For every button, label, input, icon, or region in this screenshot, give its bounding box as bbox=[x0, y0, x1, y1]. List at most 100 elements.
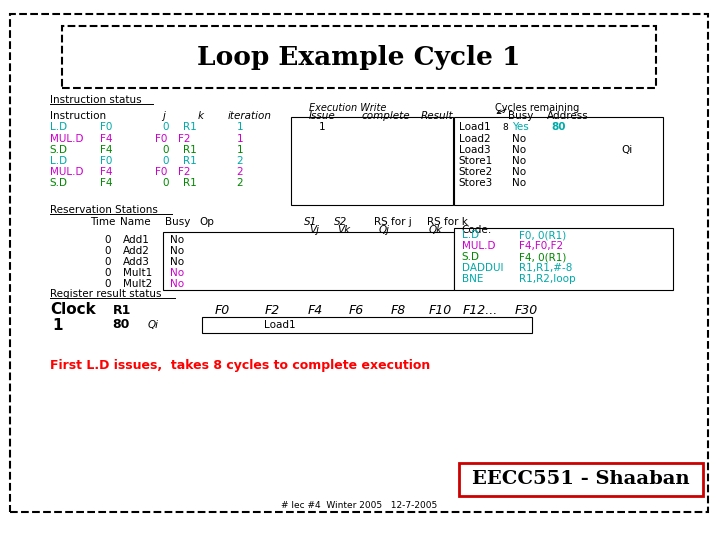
Text: No: No bbox=[170, 268, 184, 278]
Text: 2: 2 bbox=[236, 178, 243, 188]
Bar bbox=[62, 26, 657, 88]
Text: EECC551 - Shaaban: EECC551 - Shaaban bbox=[472, 470, 689, 488]
Text: iteration: iteration bbox=[228, 111, 271, 121]
Text: 0: 0 bbox=[104, 268, 111, 278]
Text: R1: R1 bbox=[113, 303, 131, 316]
Text: No: No bbox=[512, 156, 526, 166]
Text: Busy: Busy bbox=[508, 111, 533, 121]
Text: Qk: Qk bbox=[429, 225, 443, 235]
Text: F30: F30 bbox=[515, 303, 538, 316]
Text: 0: 0 bbox=[104, 279, 111, 289]
Text: S.D: S.D bbox=[462, 252, 480, 262]
Text: 0: 0 bbox=[163, 156, 169, 166]
Text: complete: complete bbox=[361, 111, 410, 121]
Text: No: No bbox=[170, 235, 184, 245]
Text: MUL.D: MUL.D bbox=[50, 167, 84, 177]
Text: Qi: Qi bbox=[148, 320, 158, 330]
Text: No: No bbox=[170, 257, 184, 267]
Text: Load1: Load1 bbox=[459, 122, 490, 132]
Text: Store1: Store1 bbox=[459, 156, 493, 166]
Text: Mult1: Mult1 bbox=[122, 268, 152, 278]
Text: F0: F0 bbox=[215, 303, 230, 316]
Text: Store3: Store3 bbox=[459, 178, 493, 188]
Bar bbox=[202, 317, 531, 333]
Text: Reservation Stations: Reservation Stations bbox=[50, 205, 158, 215]
Text: F4: F4 bbox=[307, 303, 323, 316]
Text: RS for j: RS for j bbox=[374, 217, 412, 227]
Text: Busy: Busy bbox=[165, 217, 190, 227]
Text: # lec #4  Winter 2005   12-7-2005: # lec #4 Winter 2005 12-7-2005 bbox=[281, 502, 437, 510]
Text: 0: 0 bbox=[104, 235, 111, 245]
Text: Name: Name bbox=[120, 217, 150, 227]
Text: F0: F0 bbox=[155, 134, 167, 144]
Text: 0: 0 bbox=[163, 122, 169, 132]
Text: Loop Example Cycle 1: Loop Example Cycle 1 bbox=[197, 44, 521, 70]
Text: L.D: L.D bbox=[50, 122, 67, 132]
Text: Add1: Add1 bbox=[122, 235, 150, 245]
Text: F4: F4 bbox=[100, 178, 112, 188]
Text: Time: Time bbox=[90, 217, 115, 227]
Text: Execution Write: Execution Write bbox=[309, 103, 387, 113]
Text: 2: 2 bbox=[236, 167, 243, 177]
Text: Yes: Yes bbox=[512, 122, 528, 132]
Text: RS for k: RS for k bbox=[427, 217, 468, 227]
Text: R1: R1 bbox=[183, 178, 197, 188]
Bar bbox=[459, 463, 703, 496]
Text: DADDUI: DADDUI bbox=[462, 263, 503, 273]
Text: R1,R1,#-8: R1,R1,#-8 bbox=[518, 263, 572, 273]
Text: 1: 1 bbox=[52, 318, 63, 333]
Text: F0, 0(R1): F0, 0(R1) bbox=[518, 230, 566, 240]
Text: F0: F0 bbox=[155, 167, 167, 177]
Text: 1: 1 bbox=[319, 122, 325, 132]
Text: R1: R1 bbox=[183, 145, 197, 155]
Text: No: No bbox=[512, 134, 526, 144]
Text: Add2: Add2 bbox=[122, 246, 150, 256]
Text: F6: F6 bbox=[349, 303, 364, 316]
Text: Qj: Qj bbox=[379, 225, 390, 235]
Bar bbox=[454, 117, 663, 205]
Text: k: k bbox=[197, 111, 204, 121]
Text: Result: Result bbox=[421, 111, 454, 121]
Text: Qi: Qi bbox=[621, 145, 633, 155]
Text: 0: 0 bbox=[163, 178, 169, 188]
Text: 1: 1 bbox=[236, 122, 243, 132]
Text: 1: 1 bbox=[236, 145, 243, 155]
Bar bbox=[292, 117, 453, 205]
Text: Address: Address bbox=[546, 111, 588, 121]
Text: F8: F8 bbox=[391, 303, 406, 316]
Bar bbox=[454, 228, 673, 290]
Text: Add3: Add3 bbox=[122, 257, 150, 267]
Text: L.D: L.D bbox=[462, 230, 479, 240]
Text: 0: 0 bbox=[104, 246, 111, 256]
Text: S2: S2 bbox=[334, 217, 347, 227]
Text: F4: F4 bbox=[100, 167, 112, 177]
Text: S.D: S.D bbox=[50, 145, 68, 155]
Text: F0: F0 bbox=[100, 122, 112, 132]
Text: No: No bbox=[512, 145, 526, 155]
Text: R1: R1 bbox=[183, 156, 197, 166]
Text: 0: 0 bbox=[163, 145, 169, 155]
Text: Clock: Clock bbox=[50, 302, 96, 318]
Text: 1: 1 bbox=[236, 134, 243, 144]
Text: No: No bbox=[170, 279, 184, 289]
Text: F4, 0(R1): F4, 0(R1) bbox=[518, 252, 566, 262]
Text: Load1: Load1 bbox=[264, 320, 296, 330]
Text: F12...: F12... bbox=[463, 303, 498, 316]
Text: Instruction: Instruction bbox=[50, 111, 106, 121]
Text: MUL.D: MUL.D bbox=[50, 134, 84, 144]
Text: No: No bbox=[170, 246, 184, 256]
Text: 80: 80 bbox=[552, 122, 566, 132]
Text: Code:: Code: bbox=[462, 225, 492, 235]
Text: Register result status: Register result status bbox=[50, 289, 161, 299]
Text: R1,R2,loop: R1,R2,loop bbox=[518, 274, 575, 284]
Text: F10: F10 bbox=[429, 303, 452, 316]
Text: F4,F0,F2: F4,F0,F2 bbox=[518, 241, 563, 251]
Text: BNE: BNE bbox=[462, 274, 483, 284]
Text: 0: 0 bbox=[104, 257, 111, 267]
Text: Mult2: Mult2 bbox=[122, 279, 152, 289]
Text: S.D: S.D bbox=[50, 178, 68, 188]
Text: MUL.D: MUL.D bbox=[462, 241, 495, 251]
Text: No: No bbox=[512, 167, 526, 177]
Text: F2: F2 bbox=[264, 303, 279, 316]
Text: F2: F2 bbox=[178, 167, 190, 177]
